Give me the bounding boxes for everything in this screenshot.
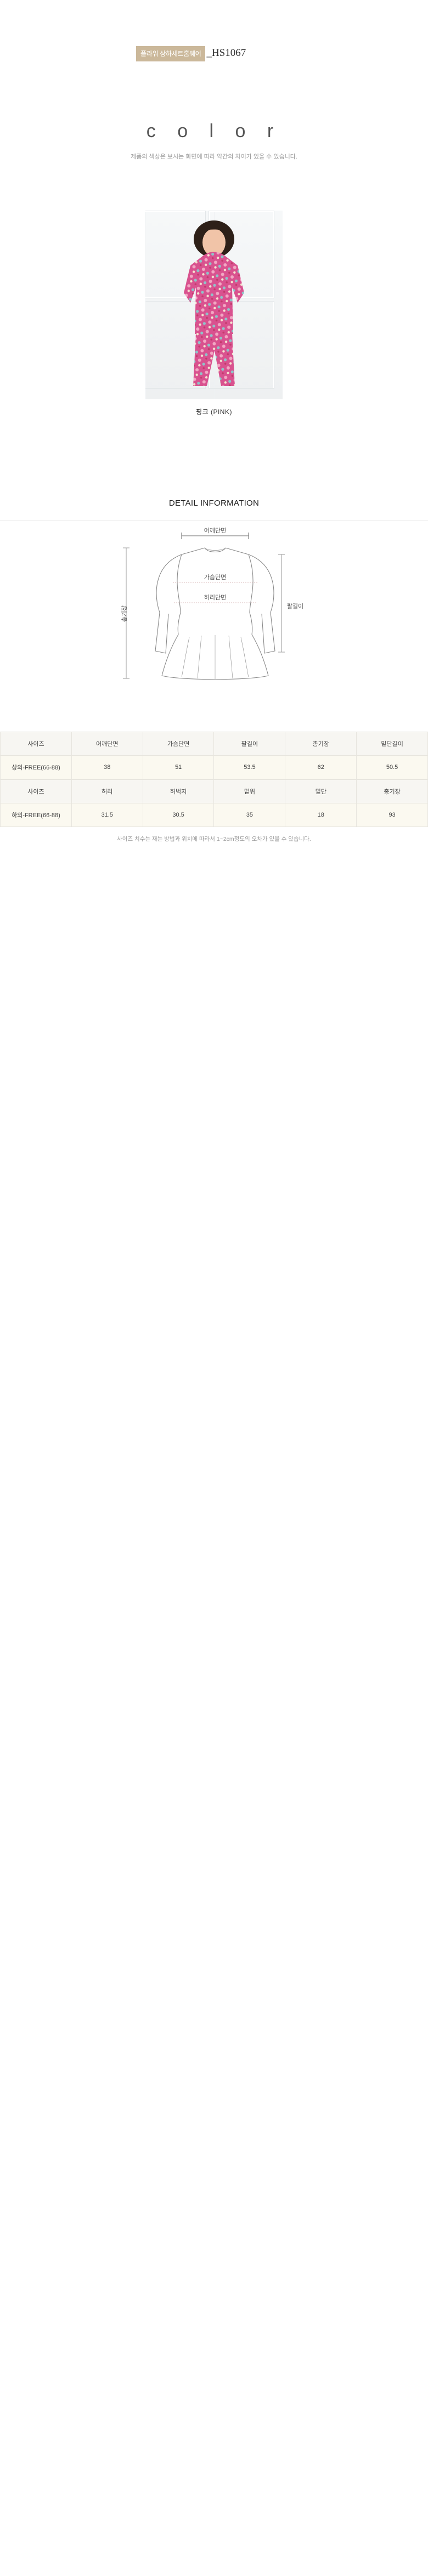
svg-text:팔길이: 팔길이 [287, 603, 303, 610]
svg-text:어깨단면: 어깨단면 [204, 527, 226, 534]
svg-text:가슴단면: 가슴단면 [204, 574, 226, 581]
svg-text:허리단면: 허리단면 [204, 594, 226, 601]
svg-text:총기장: 총기장 [121, 605, 128, 622]
